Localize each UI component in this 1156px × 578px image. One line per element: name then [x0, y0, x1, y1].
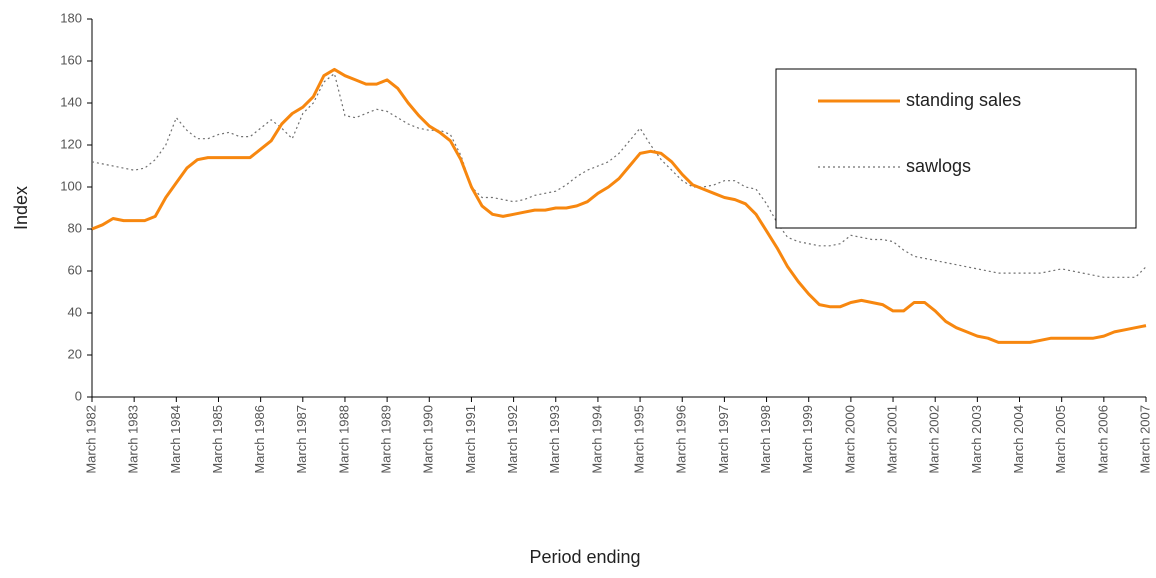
legend-box	[775, 68, 1137, 229]
legend-label: standing sales	[906, 90, 1021, 110]
y-axis-label: Index	[11, 186, 31, 230]
x-tick-label: March 2007	[1137, 405, 1152, 474]
x-tick-label: March 1989	[379, 405, 394, 474]
y-tick-label: 140	[60, 94, 82, 109]
x-tick-label: March 2003	[969, 405, 984, 474]
legend-label: sawlogs	[906, 156, 971, 176]
x-tick-label: March 1991	[463, 405, 478, 474]
x-tick-label: March 1995	[632, 405, 647, 474]
x-tick-label: March 1992	[505, 405, 520, 474]
x-tick-label: March 1982	[83, 405, 98, 474]
x-tick-label: March 2005	[1053, 405, 1068, 474]
x-tick-label: March 1986	[252, 405, 267, 474]
x-tick-label: March 2000	[842, 405, 857, 474]
series-line	[91, 73, 1147, 278]
series-line	[91, 67, 1147, 344]
y-tick-label: 100	[60, 178, 82, 193]
y-tick-label: 0	[75, 388, 82, 403]
y-tick-label: 60	[68, 262, 82, 277]
x-tick-label: March 1990	[421, 405, 436, 474]
y-tick-label: 20	[68, 346, 82, 361]
x-tick-label: March 2006	[1095, 405, 1110, 474]
x-tick-label: March 2004	[1011, 405, 1026, 474]
x-tick-label: March 2002	[927, 405, 942, 474]
x-tick-label: March 1993	[547, 405, 562, 474]
x-tick-label: March 1996	[674, 405, 689, 474]
x-tick-label: March 1999	[800, 405, 815, 474]
y-tick-label: 160	[60, 52, 82, 67]
x-tick-label: March 2001	[884, 405, 899, 474]
y-tick-label: 80	[68, 220, 82, 235]
x-tick-label: March 1998	[758, 405, 773, 474]
x-tick-label: March 1985	[210, 405, 225, 474]
x-tick-label: March 1983	[126, 405, 141, 474]
x-tick-label: March 1987	[294, 405, 309, 474]
y-tick-label: 120	[60, 136, 82, 151]
x-tick-label: March 1988	[336, 405, 351, 474]
y-tick-label: 40	[68, 304, 82, 319]
x-tick-label: March 1997	[716, 405, 731, 474]
x-tick-label: March 1984	[168, 405, 183, 474]
x-tick-label: March 1994	[589, 405, 604, 474]
y-tick-label: 180	[60, 10, 82, 25]
x-axis-label: Period ending	[529, 547, 640, 567]
